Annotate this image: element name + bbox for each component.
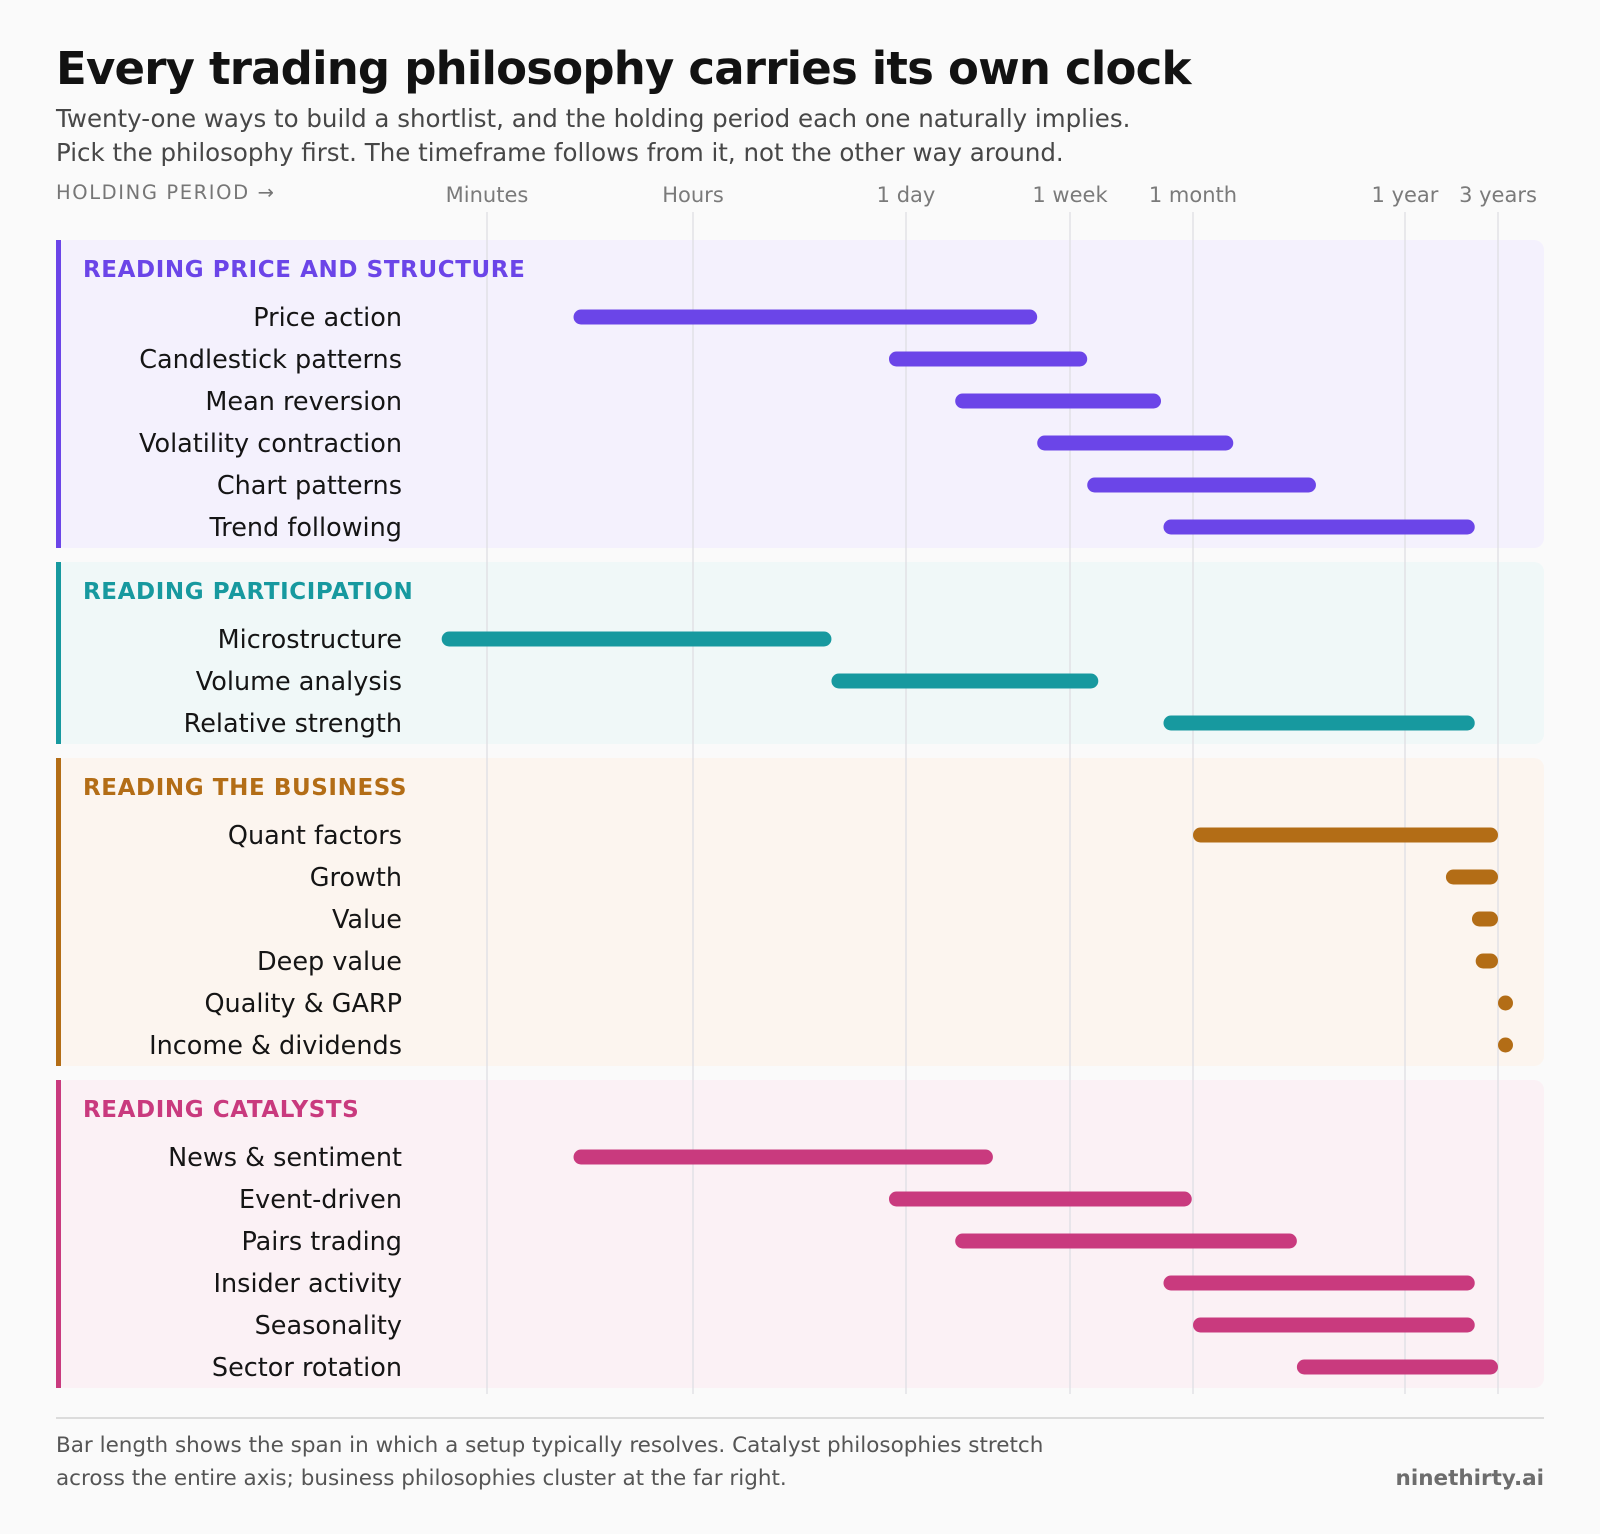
range-bar bbox=[1296, 1359, 1498, 1375]
range-bar bbox=[831, 673, 1099, 689]
group-title: READING PARTICIPATION bbox=[83, 579, 413, 605]
range-bar bbox=[573, 1149, 993, 1165]
row-label: Microstructure bbox=[218, 625, 402, 655]
row-label: Pairs trading bbox=[241, 1227, 402, 1257]
row-label: Seasonality bbox=[255, 1311, 402, 1341]
group-accent-bar bbox=[56, 758, 61, 1066]
tick-label: 3 years bbox=[1459, 183, 1537, 207]
range-bar bbox=[1193, 827, 1498, 843]
group-title: READING PRICE AND STRUCTURE bbox=[83, 257, 525, 283]
range-bar bbox=[1475, 953, 1498, 969]
range-bar bbox=[1445, 869, 1498, 885]
subtitle-line-2: Pick the philosophy first. The timeframe… bbox=[56, 138, 1064, 167]
row-label: Growth bbox=[310, 863, 402, 893]
tick-label: 1 year bbox=[1372, 183, 1439, 207]
row-label: Income & dividends bbox=[149, 1031, 402, 1061]
row-label: Volatility contraction bbox=[139, 429, 402, 459]
footnote-line-1: Bar length shows the span in which a set… bbox=[56, 1433, 1044, 1458]
group-accent-bar bbox=[56, 562, 61, 744]
range-bar bbox=[1471, 911, 1498, 927]
group-title: READING CATALYSTS bbox=[83, 1097, 359, 1123]
tick-label: Minutes bbox=[446, 183, 529, 207]
range-bar bbox=[1193, 1317, 1475, 1333]
group-accent-bar bbox=[56, 1080, 61, 1388]
footer-divider bbox=[56, 1417, 1544, 1419]
chart-title: Every trading philosophy carries its own… bbox=[56, 42, 1191, 95]
range-bar bbox=[1087, 477, 1316, 493]
range-bar bbox=[955, 1233, 1297, 1249]
row-label: Trend following bbox=[208, 513, 402, 543]
row-label: Insider activity bbox=[213, 1269, 402, 1299]
row-label: News & sentiment bbox=[168, 1143, 402, 1173]
range-bar bbox=[1163, 519, 1475, 535]
range-bar bbox=[1498, 1037, 1513, 1053]
axis-title: HOLDING PERIOD → bbox=[56, 181, 276, 204]
group-panel bbox=[56, 1080, 1544, 1388]
brand-credit: ninethirty.ai bbox=[1395, 1466, 1544, 1491]
row-label: Relative strength bbox=[184, 709, 402, 739]
tick-label: 1 month bbox=[1149, 183, 1237, 207]
row-label: Candlestick patterns bbox=[139, 345, 402, 375]
range-bar bbox=[1037, 435, 1234, 451]
subtitle-line-1: Twenty-one ways to build a shortlist, an… bbox=[56, 104, 1131, 133]
range-bar bbox=[888, 1191, 1192, 1207]
row-label: Event-driven bbox=[239, 1185, 402, 1215]
tick-label: Hours bbox=[662, 183, 724, 207]
row-label: Deep value bbox=[257, 947, 402, 977]
range-bar bbox=[888, 351, 1088, 367]
row-label: Price action bbox=[253, 303, 402, 333]
range-bar bbox=[573, 309, 1038, 325]
row-label: Quant factors bbox=[228, 821, 402, 851]
row-label: Quality & GARP bbox=[204, 989, 402, 1019]
row-label: Sector rotation bbox=[212, 1353, 402, 1383]
group-panel bbox=[56, 562, 1544, 744]
row-label: Value bbox=[332, 905, 402, 935]
range-bar bbox=[441, 631, 832, 647]
row-label: Mean reversion bbox=[205, 387, 402, 417]
range-bar bbox=[955, 393, 1162, 409]
range-bar bbox=[1163, 715, 1475, 731]
range-bar bbox=[1498, 995, 1513, 1011]
group-title: READING THE BUSINESS bbox=[83, 775, 407, 801]
range-bar bbox=[1163, 1275, 1475, 1291]
row-label: Volume analysis bbox=[196, 667, 402, 697]
group-panel bbox=[56, 240, 1544, 548]
footnote-line-2: across the entire axis; business philoso… bbox=[56, 1466, 787, 1491]
tick-label: 1 week bbox=[1032, 183, 1108, 207]
tick-label: 1 day bbox=[877, 183, 936, 207]
group-panel bbox=[56, 758, 1544, 1066]
row-label: Chart patterns bbox=[217, 471, 402, 501]
group-accent-bar bbox=[56, 240, 61, 548]
